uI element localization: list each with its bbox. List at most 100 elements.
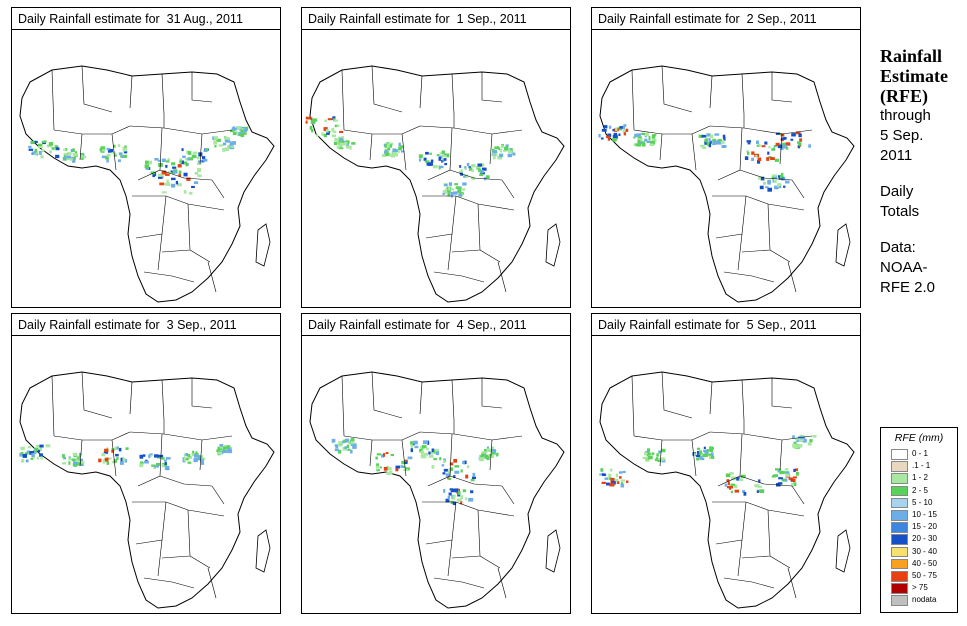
rainfall-patch (493, 449, 497, 453)
caption-totals-line: Totals (880, 203, 920, 220)
rainfall-patch (413, 440, 418, 445)
legend-swatch (891, 497, 908, 509)
country-border (111, 439, 117, 477)
rainfall-map (305, 65, 565, 303)
rainfall-patch (348, 441, 352, 445)
rainfall-patch (610, 477, 615, 482)
legend-label: 30 - 40 (912, 546, 937, 556)
legend-label: .1 - 1 (912, 461, 931, 471)
rainfall-patch (782, 144, 788, 149)
rainfall-patch (139, 463, 144, 468)
legend-label: 40 - 50 (912, 558, 937, 568)
rainfall-patch (189, 191, 193, 195)
rainfall-patch (504, 146, 509, 151)
caption-heading-line: Estimate (880, 66, 948, 86)
rainfall-patch (647, 455, 653, 460)
rainfall-patch (200, 456, 203, 459)
rainfall-patch (704, 141, 708, 145)
rainfall-patch (389, 470, 393, 475)
rainfall-patch (388, 467, 392, 471)
caption-through-line: 5 Sep. (880, 127, 924, 144)
rainfall-patch (200, 458, 204, 462)
rainfall-patch (462, 182, 467, 186)
rainfall-patch (654, 458, 658, 462)
legend-swatch (891, 558, 908, 570)
rainfall-patch (116, 446, 119, 450)
rainfall-patch (184, 457, 189, 461)
rainfall-patch (615, 127, 618, 132)
rainfall-patch (350, 441, 355, 445)
rainfall-patch (458, 170, 463, 175)
rainfall-patch (197, 168, 201, 173)
rainfall-patch (113, 459, 117, 463)
rainfall-patch (463, 175, 466, 178)
rainfall-patch (410, 448, 413, 453)
rainfall-patch (339, 130, 344, 133)
country-border (712, 195, 805, 211)
rainfall-patch (700, 453, 704, 456)
rainfall-patch (164, 173, 170, 176)
rainfall-patch (455, 186, 461, 190)
rainfall-patch (708, 138, 711, 142)
rainfall-patch (743, 492, 747, 496)
country-border (199, 439, 203, 471)
rainfall-patch (227, 144, 230, 149)
country-border (143, 271, 195, 283)
country-border (81, 65, 113, 113)
rainfall-patch (400, 150, 405, 153)
rainfall-patch (622, 470, 626, 474)
rainfall-patch (185, 157, 188, 161)
rainfall-patch (186, 150, 190, 154)
rainfall-patch (205, 148, 209, 151)
rainfall-patch (464, 167, 467, 170)
country-border (157, 233, 163, 271)
rainfall-patch (24, 452, 29, 455)
rainfall-patch (734, 489, 739, 493)
rainfall-patch (387, 147, 391, 151)
madagascar-outline (835, 529, 851, 573)
rainfall-patch (472, 472, 476, 477)
rainfall-patch (226, 140, 231, 143)
rainfall-patch (68, 461, 71, 465)
rainfall-map (19, 65, 275, 303)
legend-swatch (891, 546, 908, 558)
country-border (741, 379, 745, 421)
rainfall-patch (464, 166, 467, 169)
rainfall-patch (192, 450, 195, 454)
rainfall-patch (481, 167, 487, 171)
rainfall-patch (183, 161, 188, 165)
rainfall-patch (756, 140, 759, 144)
legend-item: 50 - 75 (891, 571, 955, 582)
rainfall-patch (764, 141, 768, 145)
rainfall-patch (758, 177, 763, 180)
rainfall-patch (230, 129, 234, 133)
rainfall-patch (477, 163, 483, 167)
rainfall-patch (28, 446, 31, 449)
rainfall-patch (776, 184, 780, 188)
rainfall-patch (240, 126, 245, 130)
panel-title: Daily Rainfall estimate for 5 Sep., 2011 (592, 314, 860, 336)
rainfall-patch (450, 488, 456, 493)
rainfall-patch (696, 447, 701, 450)
country-border (501, 179, 515, 199)
rainfall-patch (243, 132, 247, 135)
rainfall-patch (326, 131, 330, 135)
rainfall-patch (392, 152, 397, 156)
rainfall-patch (21, 459, 25, 463)
map-panel-31-aug: Daily Rainfall estimate for 31 Aug., 201… (11, 7, 281, 308)
rainfall-patch (746, 150, 749, 153)
rainfall-patch (471, 169, 474, 173)
rainfall-patch (615, 473, 619, 478)
rainfall-patch (808, 144, 811, 148)
rainfall-patch (222, 446, 228, 450)
rainfall-patch (492, 155, 496, 160)
rainfall-patch (236, 126, 242, 130)
rainfall-patch (454, 488, 459, 493)
rainfall-patch (779, 174, 783, 179)
rainfall-patch (410, 446, 413, 450)
rainfall-patch (325, 129, 329, 133)
rainfall-patch (796, 439, 799, 442)
country-border (779, 133, 783, 165)
rainfall-patch (346, 145, 352, 149)
rainfall-patch (307, 117, 313, 120)
